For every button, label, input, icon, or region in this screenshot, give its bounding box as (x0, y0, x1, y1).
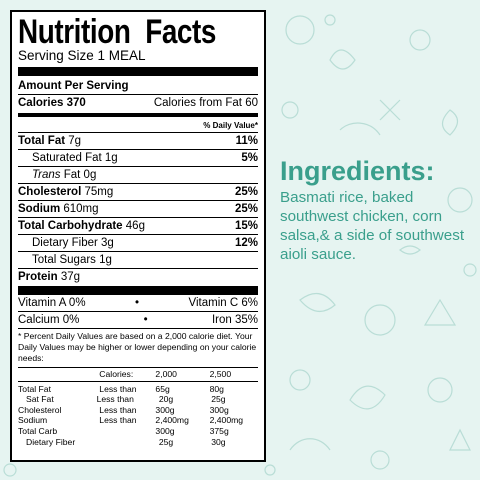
nutrient-row-total-fat: Total Fat 7g 11% (18, 132, 258, 149)
dv-table-row: Sat Fat Less than 20g 25g (18, 394, 258, 405)
daily-value-table: Calories: 2,000 2,500 Total Fat Less tha… (18, 367, 258, 447)
nutrient-row-dietary-fiber: Dietary Fiber 3g 12% (18, 234, 258, 251)
nutrient-row-total-carbohydrate: Total Carbohydrate 46g 15% (18, 217, 258, 234)
thick-divider (18, 67, 258, 76)
vitamin-row: Calcium 0% • Iron 35% (18, 311, 258, 328)
ingredients-text: Basmati rice, baked southwest chicken, c… (280, 188, 476, 264)
dv-table-row: Sodium Less than 2,400mg 2,400mg (18, 415, 258, 426)
nutrient-row-trans-fat: Trans Fat 0g (18, 166, 258, 183)
nutrient-row-cholesterol: Cholesterol 75mg 25% (18, 183, 258, 200)
daily-value-footnote: * Percent Daily Values are based on a 2,… (18, 328, 258, 364)
label-title: Nutrition Facts (18, 14, 215, 50)
medium-divider (18, 113, 258, 117)
daily-value-header: % Daily Value* (18, 119, 258, 132)
nutrient-row-total-sugars: Total Sugars 1g (18, 251, 258, 268)
dv-table-row: Cholesterol Less than 300g 300g (18, 405, 258, 416)
dv-table-row: Dietary Fiber 25g 30g (18, 437, 258, 448)
vitamin-row: Vitamin A 0% • Vitamin C 6% (18, 295, 258, 311)
nutrient-row-saturated-fat: Saturated Fat 1g 5% (18, 149, 258, 166)
dv-table-row: Total Fat Less than 65g 80g (18, 384, 258, 395)
ingredients-title: Ingredients: (280, 155, 476, 187)
nutrient-row-protein: Protein 37g (18, 268, 258, 285)
dv-table-row: Total Carb 300g 375g (18, 426, 258, 437)
thick-divider-vitamins (18, 286, 258, 295)
dv-table-header: Calories: 2,000 2,500 (18, 369, 258, 382)
calories-row: Calories 370 Calories from Fat 60 (18, 94, 258, 111)
nutrition-facts-label: Nutrition Facts Serving Size 1 MEAL Amoun… (10, 10, 266, 462)
nutrient-row-sodium: Sodium 610mg 25% (18, 200, 258, 217)
amount-per-serving: Amount Per Serving (18, 78, 258, 94)
ingredients-panel: Ingredients: Basmati rice, baked southwe… (280, 155, 476, 264)
